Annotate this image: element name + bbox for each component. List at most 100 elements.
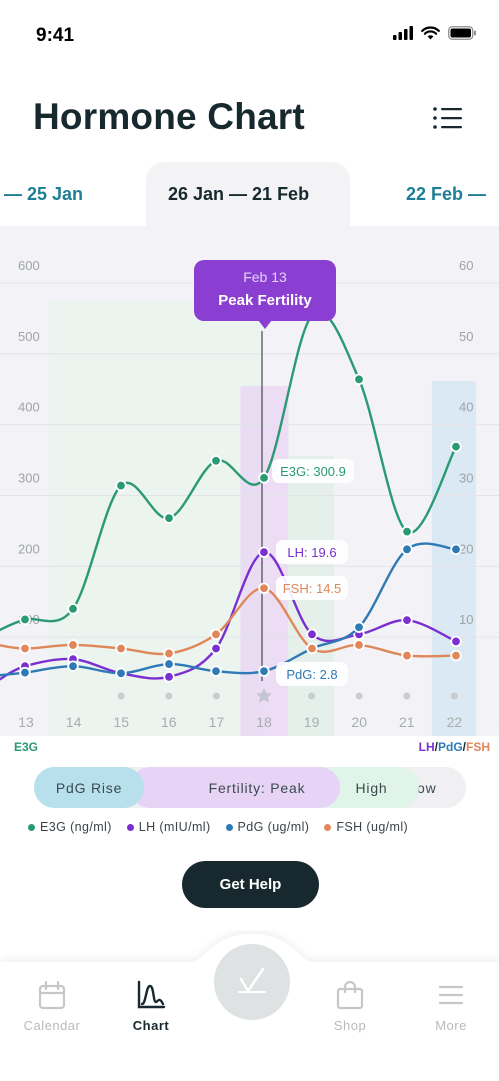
x-axis-tick: 15 — [113, 714, 129, 730]
data-point-fsh — [401, 649, 413, 662]
bottom-tab-bar: Calendar Chart Shop More — [0, 930, 499, 1081]
data-point-lh — [450, 635, 462, 648]
date-range-tabs: — 25 Jan 26 Jan — 21 Feb 22 Feb — — [0, 160, 499, 228]
battery-icon — [448, 26, 476, 40]
right-axis-slash-1: / — [434, 740, 438, 754]
right-axis-tick: 60 — [459, 258, 473, 273]
callout-bg — [272, 459, 354, 483]
data-point-e3g — [67, 603, 79, 615]
hormone-chart-svg: 6006050050400403003020020100101314151617… — [0, 258, 499, 736]
list-menu-button[interactable] — [430, 104, 466, 134]
day-dot — [165, 692, 173, 700]
menu-icon — [438, 985, 464, 1005]
data-point-pdg — [401, 543, 413, 556]
star-icon — [256, 688, 272, 703]
data-point-pdg — [115, 667, 127, 679]
data-point-lh — [258, 546, 270, 558]
right-axis-tick: 20 — [459, 541, 473, 556]
data-point-e3g — [401, 525, 413, 538]
legend-dot-pdg — [225, 823, 233, 831]
phase-pill-fertility-peak[interactable]: Fertility: Peak — [130, 767, 340, 808]
data-point-pdg — [67, 660, 79, 672]
tab-label-more: More — [435, 1018, 467, 1033]
left-axis-caption: E3G — [14, 740, 39, 754]
data-point-e3g — [353, 373, 365, 386]
phase-label-high: High — [355, 779, 388, 796]
data-point-pdg — [353, 621, 365, 633]
tooltip-title: Peak Fertility — [218, 292, 312, 309]
callout-label: LH: 19.6 — [287, 545, 336, 560]
tab-label-calendar: Calendar — [23, 1018, 81, 1033]
x-axis-tick: 14 — [66, 714, 82, 730]
x-axis-tick: 18 — [256, 714, 272, 730]
legend-dot-lh — [126, 823, 134, 831]
callout-label: FSH: 14.5 — [283, 581, 342, 596]
range-tab-current[interactable]: 26 Jan — 21 Feb — [168, 184, 310, 204]
legend-dot-fsh — [324, 823, 332, 831]
list-menu-icon — [433, 107, 462, 129]
legend-label-pdg: PdG (ug/ml) — [237, 820, 310, 834]
right-axis-tick: 40 — [459, 400, 473, 415]
day-dot — [308, 692, 316, 700]
legend-item-pdg: PdG (ug/ml) — [225, 820, 310, 834]
data-point-fsh — [163, 647, 175, 660]
get-help-button[interactable]: Get Help — [182, 861, 319, 908]
x-axis-tick: 21 — [399, 714, 415, 730]
x-axis-tick: 13 — [18, 714, 34, 730]
data-point-e3g — [163, 512, 175, 524]
tooltip-arrow — [258, 320, 272, 329]
left-axis-tick: 600 — [18, 258, 40, 273]
data-point-e3g — [19, 613, 31, 626]
range-tab-next[interactable]: 22 Feb — — [406, 184, 487, 204]
range-tab-prev[interactable]: — 25 Jan — [4, 184, 84, 204]
calendar-icon — [38, 980, 66, 1010]
phase-pill-pdg-rise[interactable]: PdG Rise — [34, 767, 144, 808]
data-point-pdg — [450, 543, 462, 556]
data-point-fsh — [115, 642, 127, 655]
signal-icon — [393, 26, 413, 40]
tab-shop[interactable]: Shop — [300, 980, 400, 1033]
callout-bg — [276, 662, 348, 686]
data-point-fsh — [210, 628, 222, 641]
wifi-icon — [421, 26, 440, 40]
chart-legend: E3G (ng/ml) LH (mIU/ml) PdG (ug/ml) FSH … — [28, 820, 408, 834]
tooltip-bubble — [194, 260, 336, 321]
legend-item-lh: LH (mIU/ml) — [126, 820, 211, 834]
x-axis-tick: 20 — [351, 714, 367, 730]
shopping-bag-icon — [336, 980, 364, 1010]
data-point-lh — [401, 614, 413, 626]
data-point-e3g — [210, 455, 222, 467]
tab-chart[interactable]: Chart — [101, 980, 201, 1033]
tab-more[interactable]: More — [401, 980, 499, 1033]
callout-label: E3G: 300.9 — [280, 464, 346, 479]
tab-calendar[interactable]: Calendar — [2, 980, 102, 1033]
right-axis-slash-2: / — [462, 740, 466, 754]
left-axis-tick: 200 — [18, 541, 40, 556]
data-point-lh — [306, 628, 318, 641]
fertility-phase-bar: Low High Fertility: Peak PdG Rise — [34, 767, 466, 808]
tab-label-shop: Shop — [333, 1018, 367, 1033]
left-axis-tick: 500 — [18, 329, 40, 344]
right-axis-caption: LH/PdG/FSH — [419, 740, 490, 754]
callout-label: PdG: 2.8 — [286, 667, 337, 682]
phase-label-pdg-rise: PdG Rise — [55, 779, 123, 796]
range-tab-current-bg — [146, 162, 350, 228]
phase-label-fertility-peak: Fertility: Peak — [208, 779, 306, 796]
x-axis-tick: 22 — [447, 714, 463, 730]
legend-label-fsh: FSH (ug/ml) — [336, 820, 409, 834]
x-axis-tick: 19 — [304, 714, 320, 730]
status-icons — [393, 26, 477, 40]
right-axis-tick: 10 — [459, 612, 473, 627]
x-axis-tick: 16 — [161, 714, 177, 730]
data-point-pdg — [210, 665, 222, 677]
legend-label-lh: LH (mIU/ml) — [138, 820, 211, 834]
legend-item-e3g: E3G (ng/ml) — [28, 820, 112, 834]
log-test-button[interactable] — [214, 944, 290, 1020]
hormone-chart[interactable]: 6006050050400403003020020100101314151617… — [0, 226, 499, 736]
legend-item-fsh: FSH (ug/ml) — [324, 820, 408, 834]
data-point-fsh — [19, 642, 31, 655]
data-point-fsh — [306, 642, 318, 655]
status-time: 9:41 — [36, 25, 75, 46]
data-point-fsh — [67, 639, 79, 651]
series-line-lh — [0, 550, 457, 681]
